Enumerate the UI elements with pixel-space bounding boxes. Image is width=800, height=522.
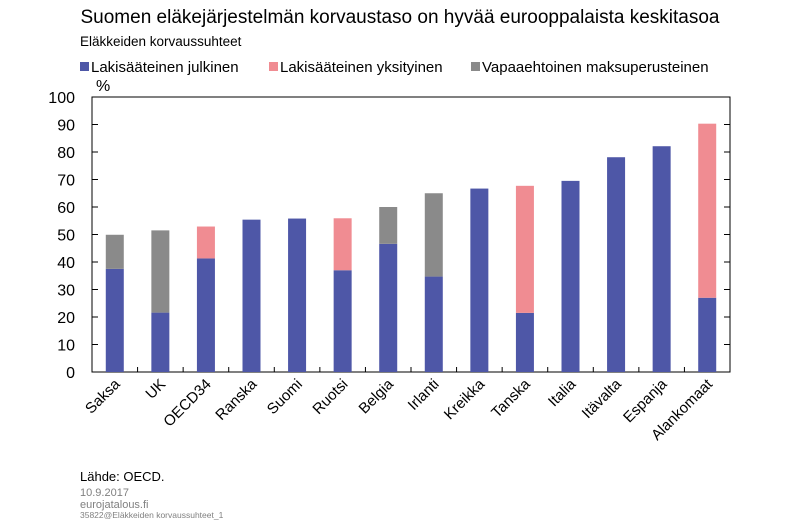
bar-segment	[196, 258, 215, 372]
bar-segment	[470, 188, 489, 372]
legend-label: Vapaaehtoinen maksuperusteinen	[482, 59, 709, 76]
category-label: Suomi	[264, 376, 306, 418]
legend-swatch	[269, 62, 278, 71]
bar-segment	[424, 276, 443, 372]
date-label: 10.9.2017	[80, 487, 129, 499]
y-tick-label: 70	[57, 173, 75, 190]
category-label: Saksa	[82, 375, 124, 417]
y-tick-label: 50	[57, 228, 75, 245]
bar-segment	[288, 218, 307, 372]
y-tick-label: 60	[57, 200, 75, 217]
y-tick-label: 40	[57, 255, 75, 272]
bar-segment	[242, 219, 261, 372]
y-tick-label: 80	[57, 145, 75, 162]
bar-segment	[515, 185, 534, 313]
legend: Lakisääteinen julkinen Lakisääteinen yksi…	[80, 59, 709, 76]
y-axis-unit: %	[96, 78, 110, 95]
category-label: Italia	[545, 375, 580, 410]
legend-swatch	[471, 62, 480, 71]
bar-segment	[379, 207, 398, 244]
bar-segment	[196, 226, 215, 259]
category-label: Belgia	[356, 375, 398, 417]
y-tick-label: 20	[57, 310, 75, 327]
bar-segment	[151, 312, 170, 372]
bar-segment	[424, 193, 443, 277]
category-label: Ruotsi	[309, 376, 351, 418]
y-tick-label: 30	[57, 283, 75, 300]
plot-area	[91, 96, 731, 373]
category-label: OECD34	[160, 376, 214, 430]
plot-frame	[91, 96, 731, 373]
y-tick-label: 90	[57, 118, 75, 135]
category-label: Kreikka	[441, 375, 489, 423]
reference-label: 35822@Eläkkeiden korvaussuhteet_1	[80, 510, 224, 520]
source-note: Lähde: OECD.	[80, 469, 165, 484]
bar-segment	[561, 180, 580, 372]
bar-segment	[105, 268, 124, 372]
legend-label: Lakisääteinen julkinen	[91, 59, 239, 76]
y-tick-label: 0	[66, 365, 75, 382]
bar-segment	[515, 312, 534, 372]
category-label: Itävalta	[579, 375, 626, 422]
legend-swatch	[80, 62, 89, 71]
bar-segment	[698, 123, 717, 298]
legend-label: Lakisääteinen yksityinen	[280, 59, 443, 76]
bar-segment	[652, 146, 671, 372]
category-label: Irlanti	[405, 376, 443, 414]
bar-segment	[333, 270, 352, 372]
bar-segment	[379, 243, 398, 372]
category-label: UK	[142, 376, 169, 403]
bar-segment	[607, 157, 626, 372]
bar-segment	[151, 230, 170, 313]
category-label: Ranska	[212, 375, 260, 423]
bar-segment	[105, 234, 124, 269]
chart-title: Suomen eläkejärjestelmän korvaustaso on …	[81, 7, 720, 28]
y-axis: 0 10 20 30 40 50 60 70 80 90 100	[48, 90, 730, 382]
bar-segment	[333, 218, 352, 271]
category-label: Tanska	[488, 375, 534, 421]
y-tick-label: 100	[48, 90, 75, 107]
bar-segment	[698, 297, 717, 372]
chart-subtitle: Eläkkeiden korvaussuhteet	[80, 34, 242, 49]
y-tick-label: 10	[57, 338, 75, 355]
site-label: eurojatalous.fi	[80, 499, 149, 511]
